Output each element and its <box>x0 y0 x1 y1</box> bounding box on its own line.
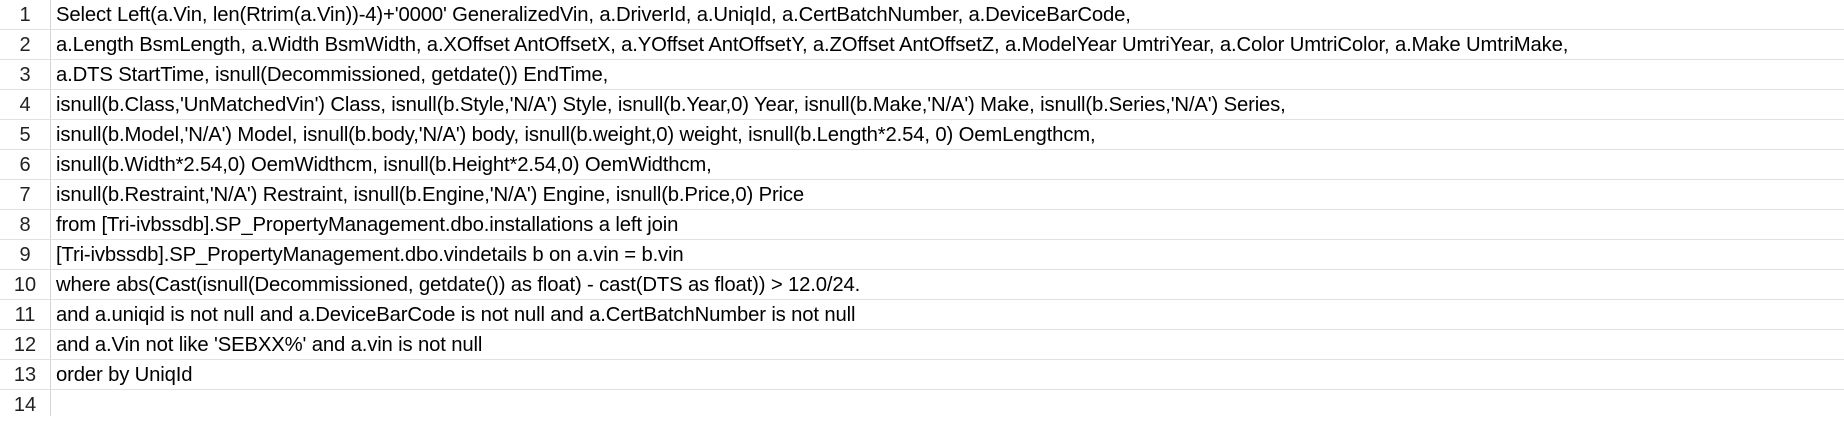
sheet-cell[interactable]: isnull(b.Width*2.54,0) OemWidthcm, isnul… <box>50 150 1844 179</box>
sheet-row: 4 isnull(b.Class,'UnMatchedVin') Class, … <box>0 90 1844 120</box>
sheet-cell[interactable]: isnull(b.Restraint,'N/A') Restraint, isn… <box>50 180 1844 209</box>
sheet-row: 13 order by UniqId <box>0 360 1844 390</box>
sheet-row: 5 isnull(b.Model,'N/A') Model, isnull(b.… <box>0 120 1844 150</box>
sheet-row: 10 where abs(Cast(isnull(Decommissioned,… <box>0 270 1844 300</box>
sheet-cell[interactable]: isnull(b.Model,'N/A') Model, isnull(b.bo… <box>50 120 1844 149</box>
sheet-row: 7 isnull(b.Restraint,'N/A') Restraint, i… <box>0 180 1844 210</box>
sheet-cell[interactable]: a.Length BsmLength, a.Width BsmWidth, a.… <box>50 30 1844 59</box>
sheet-row: 8 from [Tri-ivbssdb].SP_PropertyManageme… <box>0 210 1844 240</box>
sheet-row: 1 Select Left(a.Vin, len(Rtrim(a.Vin))-4… <box>0 0 1844 30</box>
row-number[interactable]: 13 <box>0 360 50 389</box>
sheet-cell[interactable]: from [Tri-ivbssdb].SP_PropertyManagement… <box>50 210 1844 239</box>
row-number[interactable]: 9 <box>0 240 50 269</box>
sheet-cell[interactable]: Select Left(a.Vin, len(Rtrim(a.Vin))-4)+… <box>50 0 1844 29</box>
row-number[interactable]: 6 <box>0 150 50 179</box>
row-number[interactable]: 8 <box>0 210 50 239</box>
sheet-cell[interactable]: order by UniqId <box>50 360 1844 389</box>
sheet-row: 6 isnull(b.Width*2.54,0) OemWidthcm, isn… <box>0 150 1844 180</box>
row-number[interactable]: 12 <box>0 330 50 359</box>
row-number[interactable]: 7 <box>0 180 50 209</box>
sheet-row: 12 and a.Vin not like 'SEBXX%' and a.vin… <box>0 330 1844 360</box>
sheet-row: 9 [Tri-ivbssdb].SP_PropertyManagement.db… <box>0 240 1844 270</box>
sheet-cell[interactable]: isnull(b.Class,'UnMatchedVin') Class, is… <box>50 90 1844 119</box>
row-number[interactable]: 14 <box>0 390 50 416</box>
row-number[interactable]: 1 <box>0 0 50 29</box>
sheet-row: 14 <box>0 390 1844 416</box>
sheet-cell[interactable]: and a.uniqid is not null and a.DeviceBar… <box>50 300 1844 329</box>
sheet-row: 11 and a.uniqid is not null and a.Device… <box>0 300 1844 330</box>
sheet-row: 2 a.Length BsmLength, a.Width BsmWidth, … <box>0 30 1844 60</box>
sheet-row: 3 a.DTS StartTime, isnull(Decommissioned… <box>0 60 1844 90</box>
sheet-cell[interactable]: where abs(Cast(isnull(Decommissioned, ge… <box>50 270 1844 299</box>
sheet-cell[interactable]: a.DTS StartTime, isnull(Decommissioned, … <box>50 60 1844 89</box>
sheet-cell[interactable] <box>50 390 1844 416</box>
row-number[interactable]: 5 <box>0 120 50 149</box>
row-number[interactable]: 10 <box>0 270 50 299</box>
sheet-cell[interactable]: and a.Vin not like 'SEBXX%' and a.vin is… <box>50 330 1844 359</box>
row-number[interactable]: 2 <box>0 30 50 59</box>
sheet-cell[interactable]: [Tri-ivbssdb].SP_PropertyManagement.dbo.… <box>50 240 1844 269</box>
row-number[interactable]: 4 <box>0 90 50 119</box>
row-number[interactable]: 3 <box>0 60 50 89</box>
row-number[interactable]: 11 <box>0 300 50 329</box>
